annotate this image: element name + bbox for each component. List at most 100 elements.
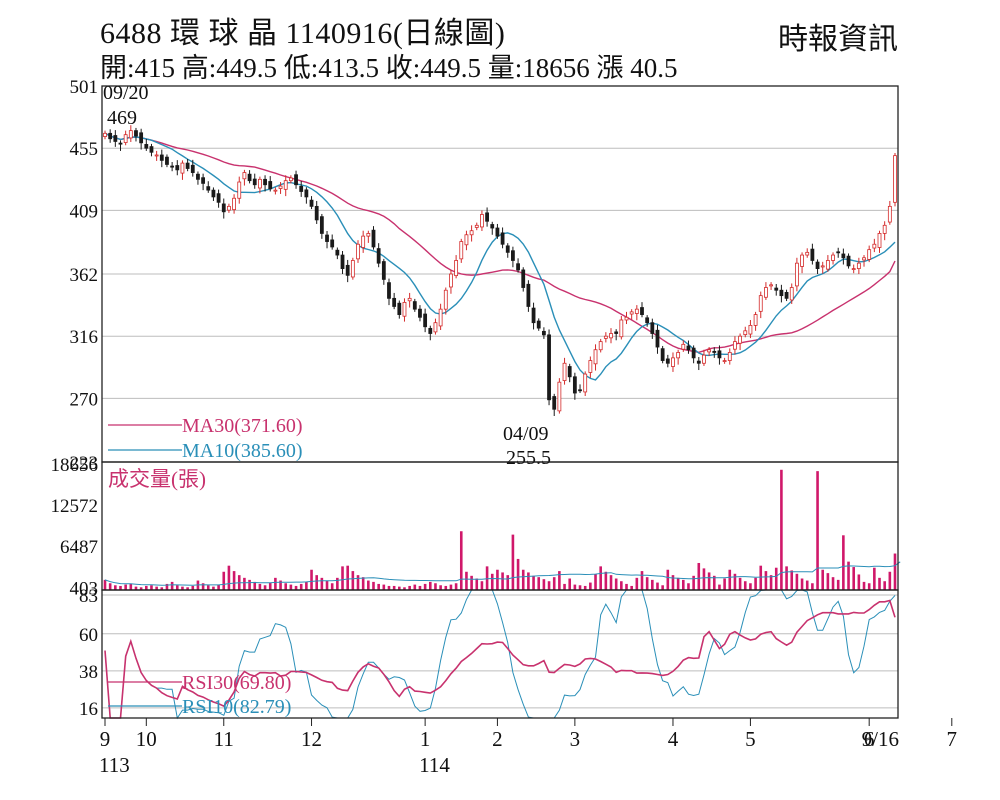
volume-bar [454,583,458,590]
price-tick-label: 316 [70,327,99,348]
volume-bar [217,584,220,590]
volume-bar [568,578,572,590]
volume-bar [671,575,675,590]
candle-body [423,313,428,328]
candle-body [273,189,278,192]
volume-panel-frame [101,461,899,591]
ma30-line [104,132,896,354]
x-tick-label: 1 [420,727,431,751]
volume-bar [310,569,313,590]
candle-body [227,205,231,211]
volume-bar [367,580,370,590]
candle-body [665,358,670,364]
candle-body [418,308,422,318]
volume-bar [496,569,499,590]
candle-body [345,264,350,276]
volume-bar [594,574,597,590]
candle-body [139,132,144,144]
candle-body [443,289,448,310]
candle-body [800,254,804,267]
low-value-label: 255.5 [506,447,551,469]
candle-body [856,262,861,269]
candle-body [123,134,128,143]
volume-bar [759,565,763,590]
candle-body [392,297,397,307]
candle-body [211,189,216,198]
candle-body [237,181,242,199]
candle-body [454,260,459,277]
candle-body [831,254,835,261]
volume-bar [330,583,334,590]
candle-body [325,234,329,242]
candle-body [696,360,701,364]
candle-body [691,347,696,359]
volume-bar [842,535,845,590]
volume-title: 成交量(張) [108,467,206,491]
candle-body [702,354,706,364]
candle-body [753,314,758,326]
peak-value-label: 469 [107,107,137,129]
volume-bar [811,583,814,590]
volume-bar [707,572,711,590]
x-tick-label: 6 [864,727,875,751]
candle-body [526,283,531,307]
price-tick-label: 223 [70,453,99,474]
volume-bar [682,579,685,590]
candle-body [810,248,815,261]
candle-body [490,224,495,229]
volume-bar [294,585,298,590]
candle-body [113,135,118,142]
peak-date-label: 09/20 [103,82,149,104]
candle-body [159,154,164,161]
candle-body [712,350,717,353]
rsi-panel-frame [101,589,899,719]
rsi-tick-label: 60 [79,625,98,646]
candle-body [619,319,624,338]
candle-body [887,205,892,223]
candle-body [784,291,789,299]
candle-body [206,186,211,191]
candle-body [769,284,773,287]
candle-body [805,251,810,256]
volume-bar [485,566,489,590]
volume-bar [836,579,840,590]
candle-body [397,302,402,315]
volume-bar [356,575,360,590]
volume-bar [336,577,339,590]
candle-body [583,373,588,393]
candle-body [242,172,247,180]
volume-bar [418,585,422,590]
volume-bar [253,581,257,590]
volume-bar [227,565,231,590]
candle-body [733,341,737,350]
price-tick-label: 362 [70,265,99,286]
volume-bar [382,584,386,590]
volume-bar [289,584,293,590]
volume-bar [723,578,726,590]
candle-body [366,233,371,237]
volume-bar [222,571,226,590]
rsi30-line [104,599,896,719]
volume-bar [583,585,587,590]
volume-bar [573,584,577,590]
candle-body [175,165,180,171]
candle-body [820,265,825,268]
volume-bar [305,581,308,590]
candle-body [727,352,732,361]
candle-body [469,230,474,236]
candle-body [449,273,453,288]
volume-bar [181,586,184,590]
candle-body [676,352,681,359]
x-tick-label: 3 [570,727,581,751]
volume-bar [547,581,551,590]
volume-bar [299,583,303,590]
candle-body [547,334,551,401]
candle-body [862,257,866,261]
rsi-tick-label: 16 [79,699,98,720]
volume-bar [506,575,510,590]
candle-body [846,255,851,267]
candle-body [319,216,324,234]
volume-bar [687,583,690,590]
candle-body [650,322,655,334]
volume-bar [165,583,169,590]
